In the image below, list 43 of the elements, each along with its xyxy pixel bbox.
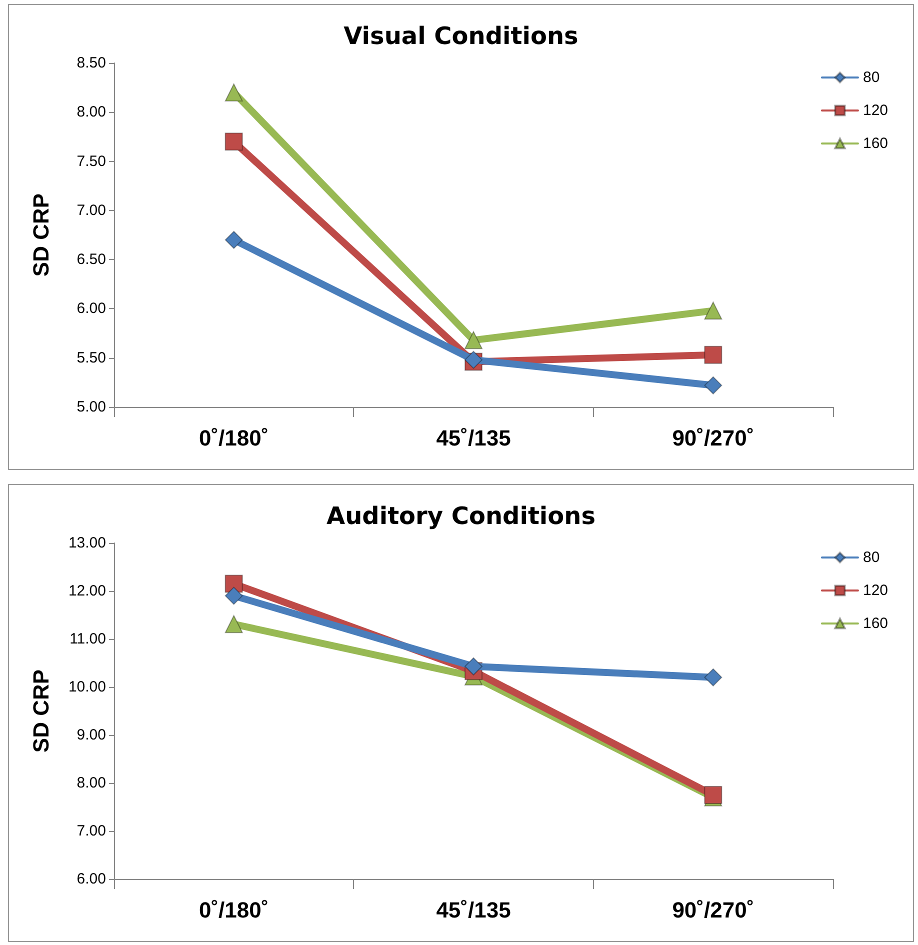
chart-title: Auditory Conditions [326, 502, 596, 530]
y-tick-label: 8.00 [76, 774, 106, 792]
point [224, 586, 243, 605]
x-tick-label: 90˚/270˚ [672, 426, 754, 450]
point [704, 302, 722, 320]
y-tick-label: 12.00 [68, 582, 106, 600]
legend-label: 80 [862, 69, 880, 86]
point [464, 331, 482, 350]
x-tick-label: 45˚/135 [436, 426, 511, 450]
y-axis-title: SD CRP [28, 669, 54, 753]
x-tick-label: 0˚/180˚ [198, 898, 269, 922]
point [224, 615, 243, 634]
y-tick-label: 6.00 [76, 300, 106, 318]
chart-title: Visual Conditions [344, 22, 578, 50]
y-tick-label: 7.00 [76, 822, 106, 840]
legend-label: 120 [862, 582, 888, 599]
point [704, 668, 722, 686]
legend-label: 160 [862, 135, 888, 152]
point [224, 83, 243, 102]
y-tick-label: 11.00 [70, 630, 106, 648]
y-tick-label: 7.00 [76, 202, 106, 219]
y-tick-label: 9.00 [76, 726, 106, 744]
y-tick-label: 6.00 [76, 870, 106, 888]
point [224, 132, 243, 151]
y-axis-title: SD CRP [28, 193, 54, 277]
y-tick-label: 7.50 [76, 152, 106, 170]
point [464, 657, 482, 676]
point [704, 346, 722, 364]
y-tick-label: 8.50 [76, 54, 106, 72]
x-tick-label: 90˚/270˚ [672, 898, 754, 922]
legend-label: 80 [862, 549, 880, 566]
point [704, 376, 722, 394]
y-tick-label: 13.00 [68, 534, 106, 552]
point [224, 230, 243, 249]
y-tick-label: 8.00 [76, 104, 106, 121]
legend-label: 160 [862, 615, 888, 632]
legend-label: 120 [862, 102, 888, 119]
y-tick-label: 5.00 [76, 398, 106, 416]
y-tick-label: 6.50 [76, 251, 106, 268]
y-tick-label: 10.00 [68, 678, 106, 696]
x-tick-label: 0˚/180˚ [198, 426, 269, 450]
x-tick-label: 45˚/135 [436, 898, 511, 922]
y-tick-label: 5.50 [76, 349, 106, 366]
